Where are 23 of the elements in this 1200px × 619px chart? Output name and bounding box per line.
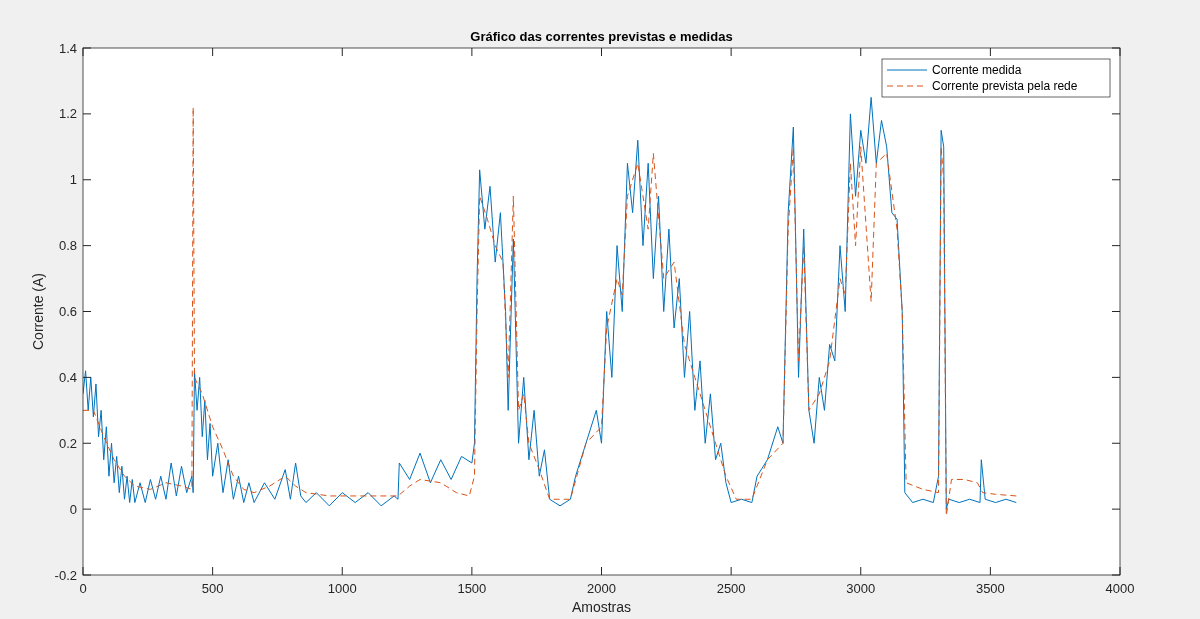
x-tick-label: 3500 xyxy=(975,581,1005,596)
legend-label: Corrente prevista pela rede xyxy=(932,79,1078,93)
x-tick-label: 3000 xyxy=(846,581,876,596)
y-tick-label: 1.4 xyxy=(58,40,77,56)
y-tick-label: 0.6 xyxy=(58,304,77,319)
x-axis-title: Amostras xyxy=(571,599,632,615)
x-tick-label: 4000 xyxy=(1105,581,1135,596)
x-tick-label: 500 xyxy=(201,581,224,596)
y-tick-label: 0 xyxy=(69,501,77,517)
y-tick-label: 1.2 xyxy=(58,106,77,122)
x-tick-label: 0 xyxy=(79,581,87,596)
x-tick-label: 2500 xyxy=(716,581,746,596)
x-tick-label: 1000 xyxy=(327,581,357,596)
y-tick-label: 0.4 xyxy=(58,369,77,385)
x-tick-label: 2000 xyxy=(587,581,616,596)
y-tick-label: -0.2 xyxy=(54,567,77,583)
legend-label: Corrente medida xyxy=(932,63,1022,77)
y-tick-label: 0.8 xyxy=(58,238,77,254)
y-tick-label: 0.2 xyxy=(58,435,77,451)
y-axis-title: Corrente (A) xyxy=(30,272,46,351)
y-tick-label: 1 xyxy=(69,172,77,188)
x-tick-label: 1500 xyxy=(457,581,487,596)
chart-title: Gráfico das correntes previstas e medidas xyxy=(470,29,733,44)
